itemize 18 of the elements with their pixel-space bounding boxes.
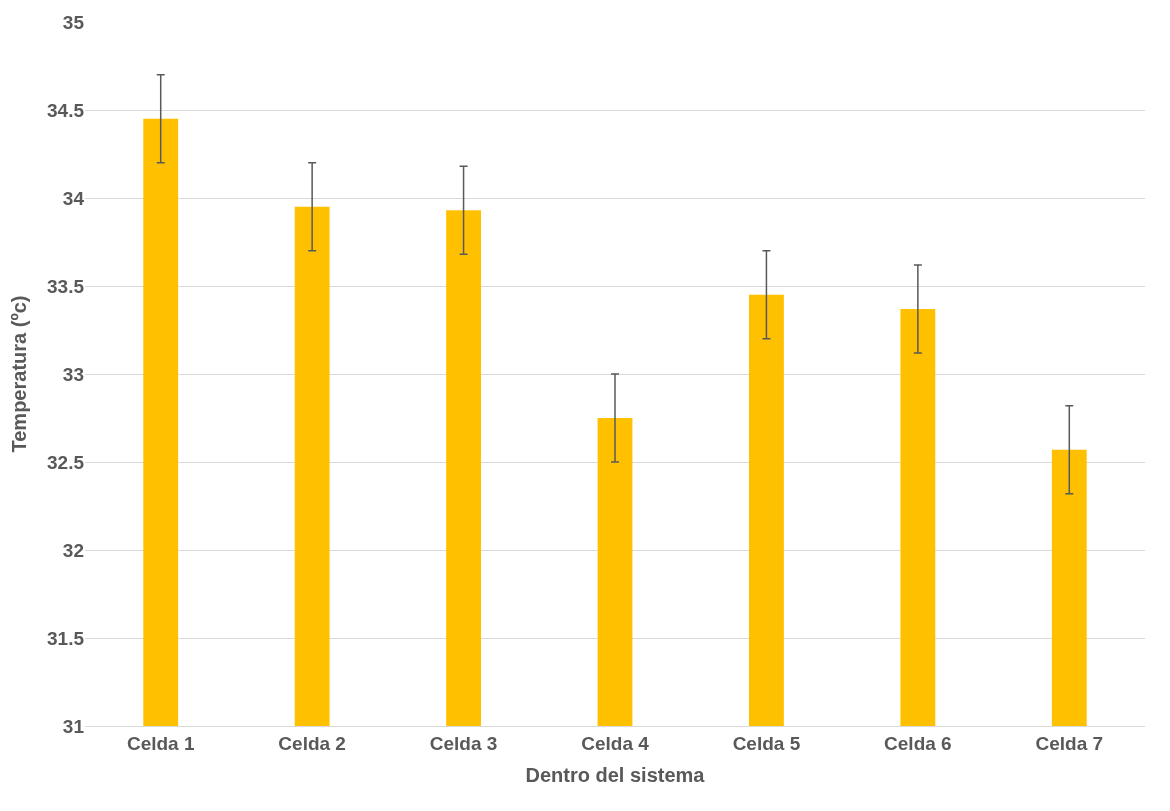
y-tick-label: 34.5 <box>47 99 85 121</box>
y-axis-title: Temperatura (ºc) <box>7 295 30 453</box>
y-tick-label: 31 <box>62 715 85 737</box>
y-tick-label: 35 <box>62 11 85 33</box>
x-tick-label: Celda 2 <box>278 732 346 754</box>
x-tick-label: Celda 5 <box>732 732 801 754</box>
y-tick-label: 33.5 <box>47 275 85 297</box>
y-tick-label: 34 <box>62 187 85 209</box>
y-tick-label: 33 <box>62 363 84 385</box>
y-tick-label: 31.5 <box>47 627 85 649</box>
x-tick-label: Celda 4 <box>581 732 650 754</box>
x-tick-label: Celda 1 <box>126 732 195 754</box>
x-axis-title: Dentro del sistema <box>525 764 706 787</box>
x-tick-label: Celda 6 <box>884 732 952 754</box>
y-tick-label: 32 <box>62 539 84 561</box>
x-tick-label: Celda 7 <box>1035 732 1104 754</box>
y-tick-label: 32.5 <box>47 451 85 473</box>
x-tick-label: Celda 3 <box>429 732 498 754</box>
